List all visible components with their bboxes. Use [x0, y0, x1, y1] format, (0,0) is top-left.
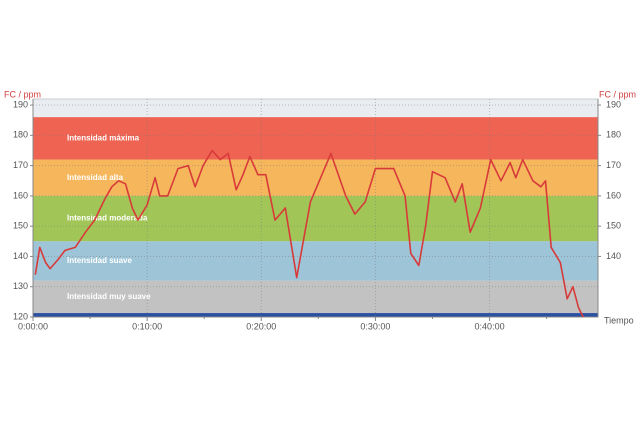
- y-tick-label: 120: [13, 311, 28, 321]
- x-tick-label: 0:40:00: [475, 321, 505, 331]
- baseline-strip: [33, 313, 598, 317]
- zone-label: Intensidad alta: [67, 173, 124, 182]
- y2-tick-label: 150: [606, 221, 621, 231]
- y2-tick-label: 170: [606, 160, 621, 170]
- zone-label: Intensidad muy suave: [67, 292, 151, 301]
- y-tick-label: 190: [13, 99, 28, 109]
- y2-tick-label: 190: [606, 99, 621, 109]
- y-tick-label: 160: [13, 190, 28, 200]
- zone-band: [33, 117, 598, 160]
- x-axis-title: Tiempo: [604, 315, 634, 325]
- x-tick-label: 0:30:00: [360, 321, 390, 331]
- zone-band: [33, 241, 598, 281]
- y2-tick-label: 160: [606, 190, 621, 200]
- y-tick-label: 170: [13, 160, 28, 170]
- y-tick-label: 140: [13, 251, 28, 261]
- zone-label: Intensidad suave: [67, 256, 132, 265]
- x-tick-label: 0:20:00: [246, 321, 276, 331]
- x-tick-label: 0:10:00: [132, 321, 162, 331]
- zone-label: Intensidad máxima: [67, 133, 140, 142]
- y-tick-label: 180: [13, 130, 28, 140]
- y2-tick-label: 180: [606, 130, 621, 140]
- y-axis-title: FC / ppm: [4, 89, 41, 99]
- zone-band: [33, 195, 598, 242]
- zone-band: [33, 280, 598, 314]
- y-tick-label: 130: [13, 281, 28, 291]
- x-tick-label: 0:00:00: [18, 321, 48, 331]
- y-tick-label: 150: [13, 221, 28, 231]
- zone-label: Intensidad moderada: [67, 214, 148, 223]
- heart-rate-line: [34, 149, 584, 318]
- y2-tick-label: 140: [606, 251, 621, 261]
- y2-axis-title: FC / ppm: [599, 89, 636, 99]
